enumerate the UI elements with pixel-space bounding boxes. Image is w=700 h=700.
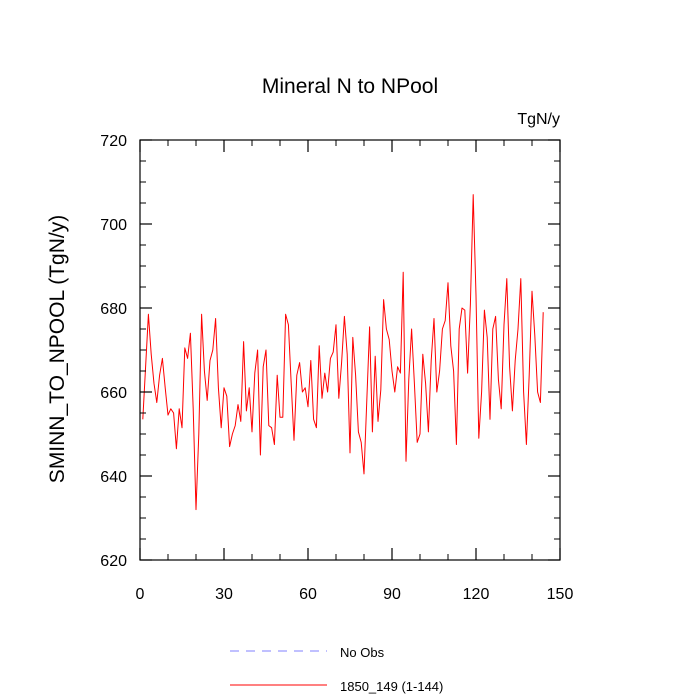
y-tick-label: 700 [100,217,127,234]
x-tick-label: 30 [215,586,233,603]
series-line [142,194,544,511]
y-tick-label: 640 [100,469,127,486]
axes: 0 30 60 90 120 150 620 640 660 680 700 720 [100,133,573,603]
units-label: TgN/y [517,111,560,128]
x-tick-label: 60 [299,586,317,603]
y-tick-label: 720 [100,133,127,150]
legend: No Obs 1850_149 (1-144) [230,645,443,694]
legend-label: 1850_149 (1-144) [340,679,443,694]
x-tick-label: 0 [136,586,145,603]
plot-area [142,194,544,511]
x-tick-label: 90 [383,586,401,603]
x-tick-label: 120 [463,586,490,603]
y-tick-label: 620 [100,553,127,570]
x-tick-label: 150 [547,586,574,603]
chart-title: Mineral N to NPool [262,75,438,98]
y-axis-label: SMINN_TO_NPOOL (TgN/y) [46,215,69,483]
legend-label: No Obs [340,645,385,660]
y-tick-label: 660 [100,385,127,402]
y-tick-label: 680 [100,301,127,318]
